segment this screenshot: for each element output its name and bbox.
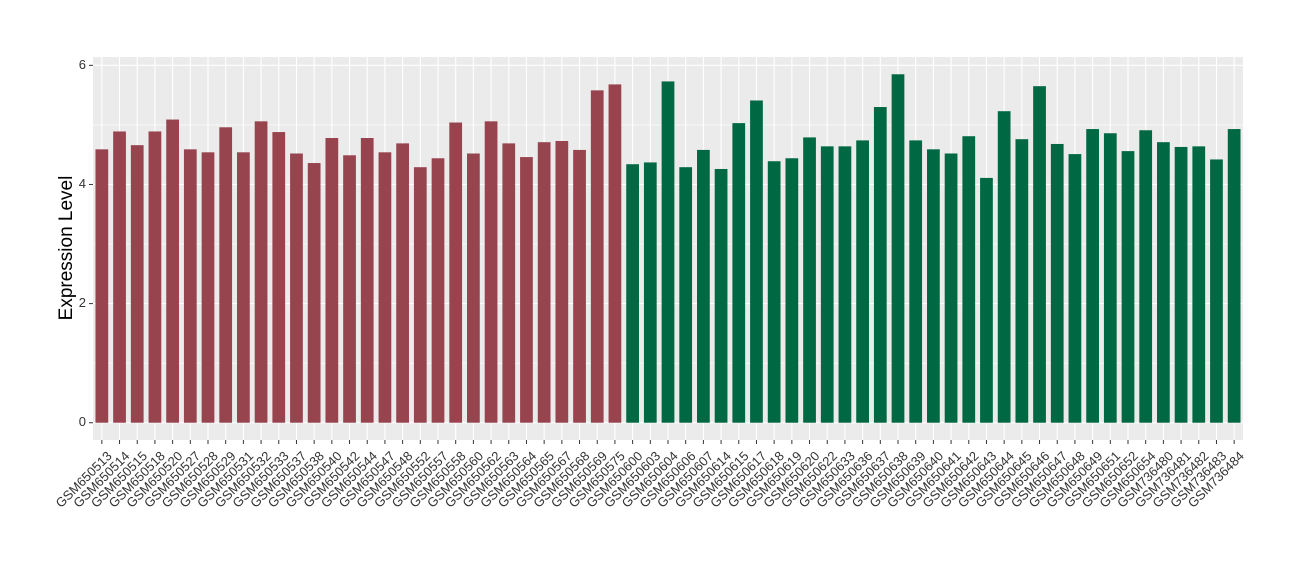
bar bbox=[643, 162, 657, 423]
bar bbox=[413, 167, 427, 423]
bar bbox=[803, 137, 816, 423]
bar bbox=[679, 167, 693, 423]
bar bbox=[891, 74, 905, 423]
y-tick-label: 0 bbox=[79, 414, 86, 429]
y-axis-label: Expression Level bbox=[56, 176, 77, 321]
bar bbox=[856, 140, 869, 423]
bar bbox=[980, 177, 993, 423]
bar bbox=[767, 161, 781, 423]
bar bbox=[360, 138, 374, 423]
bar bbox=[608, 84, 622, 423]
bar bbox=[962, 136, 976, 423]
bar bbox=[130, 145, 144, 423]
bar bbox=[1139, 130, 1153, 423]
bar bbox=[555, 140, 569, 423]
bar bbox=[838, 146, 852, 423]
bar bbox=[396, 143, 409, 423]
bar bbox=[484, 121, 498, 423]
bar bbox=[307, 163, 321, 423]
bar bbox=[1210, 159, 1223, 423]
bar bbox=[520, 157, 533, 423]
bar bbox=[449, 122, 463, 423]
bar bbox=[183, 149, 197, 423]
bar bbox=[95, 149, 109, 423]
bar bbox=[714, 168, 728, 423]
bar bbox=[148, 131, 162, 423]
bar bbox=[873, 107, 887, 423]
bar bbox=[219, 127, 233, 423]
bar bbox=[661, 81, 675, 423]
bar bbox=[997, 111, 1011, 423]
bar bbox=[537, 142, 551, 423]
bar bbox=[467, 153, 480, 423]
bar bbox=[1192, 146, 1206, 423]
bar bbox=[1033, 86, 1046, 423]
bar bbox=[1086, 129, 1099, 423]
y-tick-label: 6 bbox=[79, 57, 86, 72]
y-tick-label: 2 bbox=[79, 295, 86, 310]
bar bbox=[1103, 133, 1117, 423]
bar bbox=[1050, 143, 1064, 423]
bar bbox=[1174, 146, 1188, 423]
bar bbox=[1121, 151, 1135, 423]
bar bbox=[290, 153, 303, 423]
bar bbox=[272, 132, 286, 423]
y-tick-label: 4 bbox=[79, 176, 86, 191]
bar bbox=[1157, 142, 1170, 423]
bar bbox=[237, 152, 250, 423]
bar bbox=[431, 158, 445, 423]
bar bbox=[944, 153, 958, 423]
bar bbox=[343, 155, 356, 423]
bar bbox=[113, 131, 126, 423]
bar bbox=[909, 140, 923, 423]
bar bbox=[502, 143, 516, 423]
bar bbox=[927, 149, 940, 423]
bar bbox=[378, 152, 392, 423]
bar bbox=[785, 158, 799, 423]
bar bbox=[590, 90, 604, 423]
bar bbox=[697, 149, 710, 423]
bar bbox=[201, 152, 215, 423]
bar bbox=[820, 146, 834, 423]
bar bbox=[1015, 139, 1029, 423]
bar bbox=[732, 123, 746, 423]
bar bbox=[573, 149, 586, 423]
bar bbox=[1227, 129, 1241, 423]
bar bbox=[254, 121, 268, 423]
bar bbox=[750, 100, 763, 423]
bar bbox=[1068, 154, 1082, 423]
bar bbox=[626, 164, 639, 423]
bar bbox=[166, 119, 179, 423]
bar bbox=[325, 138, 339, 423]
